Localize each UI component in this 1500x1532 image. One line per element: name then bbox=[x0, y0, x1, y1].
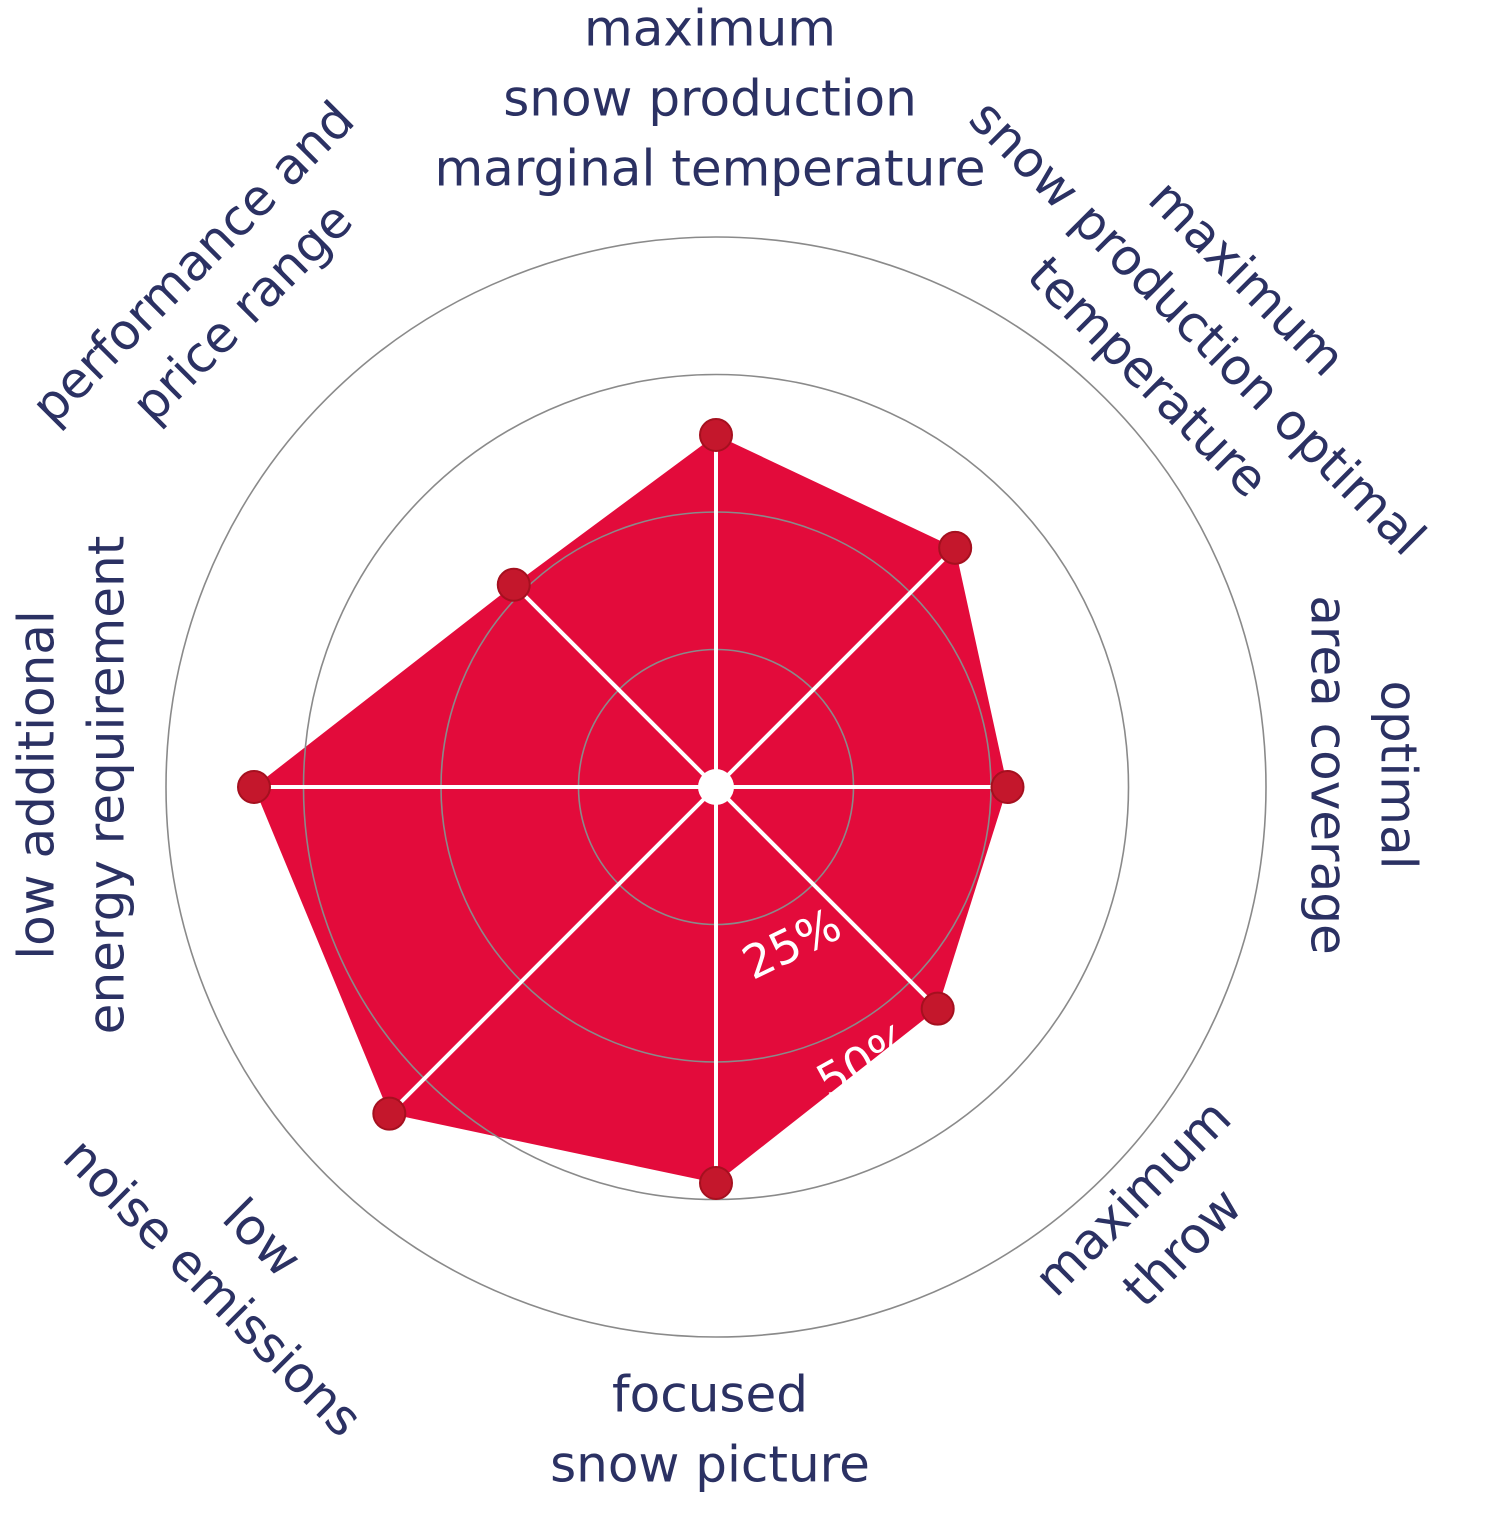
category-label: focused snow picture bbox=[550, 1366, 870, 1494]
radar-area bbox=[254, 435, 1008, 1183]
center-dot bbox=[698, 769, 734, 805]
grid-circle bbox=[165, 236, 1267, 1338]
category-label-line: maximum bbox=[584, 0, 836, 58]
spoke bbox=[714, 546, 957, 789]
category-label-line: area coverage bbox=[1300, 595, 1358, 955]
category-label-line: optimal bbox=[1370, 680, 1428, 869]
point bbox=[496, 567, 531, 602]
category-label-line: energy requirement bbox=[78, 536, 136, 1035]
point bbox=[699, 1166, 733, 1200]
point bbox=[699, 418, 733, 452]
spoke bbox=[512, 583, 718, 789]
spoke bbox=[387, 785, 718, 1116]
category-label: maximum snow production marginal temperatu… bbox=[434, 0, 985, 198]
category-label-line: marginal temperature bbox=[434, 140, 985, 198]
point bbox=[372, 1096, 407, 1131]
point bbox=[938, 530, 973, 565]
category-label-line: snow production bbox=[503, 70, 917, 128]
category-label-line: snow production optimal bbox=[958, 88, 1436, 566]
category-label-line: low additional bbox=[8, 610, 66, 960]
spoke bbox=[714, 785, 940, 1011]
category-label: low additional energy requirement bbox=[8, 536, 136, 1035]
category-label-line: focused bbox=[612, 1366, 808, 1424]
point bbox=[920, 991, 955, 1026]
point bbox=[990, 770, 1025, 804]
category-label-line: snow picture bbox=[550, 1436, 870, 1494]
point bbox=[237, 770, 271, 804]
